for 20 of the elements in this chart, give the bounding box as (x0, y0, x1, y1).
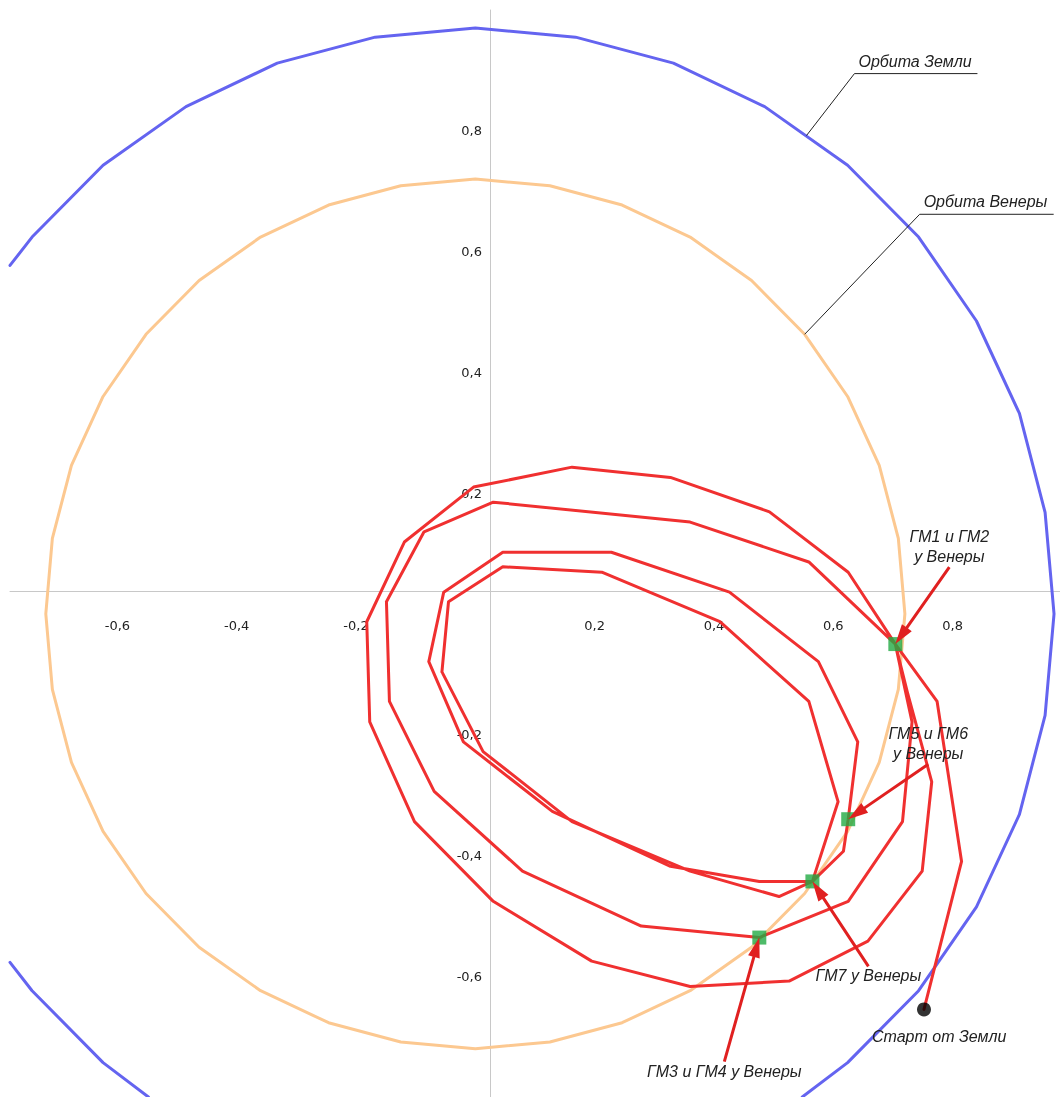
x-tick-label: 0,8 (942, 618, 963, 634)
y-tick-label: 0,8 (461, 123, 483, 139)
y-tick-label: 0,4 (461, 364, 483, 380)
point (805, 874, 820, 889)
y-tick-label: -0,6 (456, 968, 483, 984)
x-tick-label: -0,6 (104, 618, 131, 634)
x-tick-label: 0,6 (822, 618, 844, 634)
point (916, 1002, 931, 1017)
y-tick-label: -0,4 (456, 847, 483, 863)
point (752, 930, 767, 945)
annotation: ГМ7 у Венеры (814, 966, 923, 987)
annotation: Старт от Земли (871, 1027, 1007, 1048)
x-tick-label: -0,4 (224, 618, 250, 634)
annotation: ГМ3 и ГМ4 у Венеры (646, 1061, 803, 1082)
annotation: Орбита Венеры (923, 192, 1048, 213)
annotation: Орбита Земли (858, 51, 972, 72)
x-tick-label: 0,2 (584, 618, 605, 634)
y-tick-label: 0,6 (461, 244, 483, 260)
annotation: ГМ1 и ГМ2 у Венеры (908, 527, 991, 568)
point (841, 812, 856, 827)
